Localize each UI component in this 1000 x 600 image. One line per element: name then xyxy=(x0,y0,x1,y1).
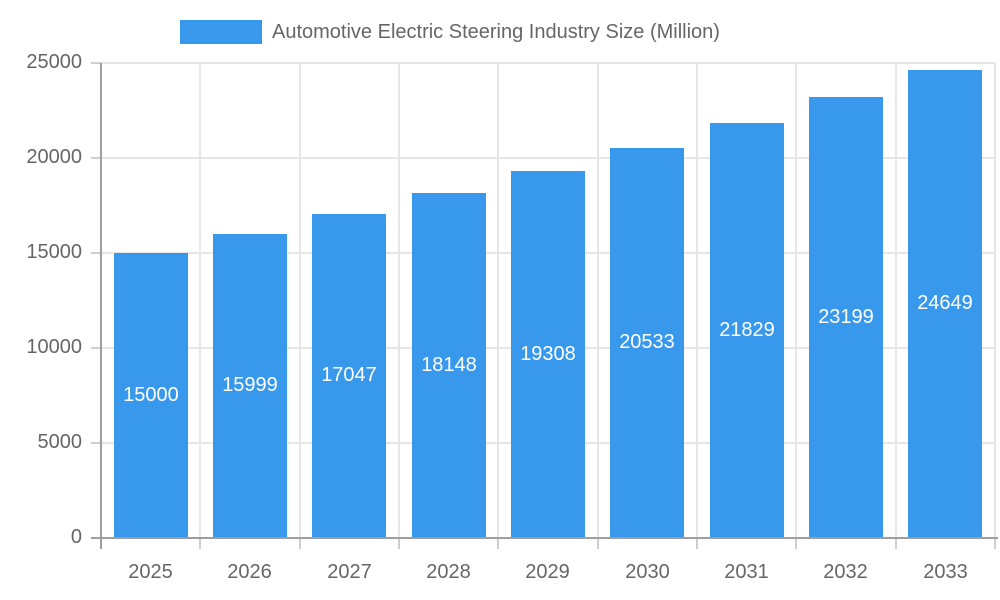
grid-line-vertical xyxy=(398,63,400,538)
y-axis-line xyxy=(100,63,102,540)
x-axis-tick xyxy=(895,539,897,549)
x-axis-tick xyxy=(497,539,499,549)
y-tick-label-25000: 25000 xyxy=(26,51,82,73)
bar-2031: 21829 xyxy=(710,123,784,537)
x-axis-tick xyxy=(696,539,698,549)
y-axis-tick xyxy=(91,442,101,444)
bar-2033: 24649 xyxy=(908,70,982,537)
x-tick-label-2031: 2031 xyxy=(724,561,769,583)
y-axis-tick xyxy=(91,62,101,64)
grid-line-vertical xyxy=(795,63,797,538)
y-tick-label-0: 0 xyxy=(70,526,82,548)
x-tick-label-2028: 2028 xyxy=(426,561,471,583)
y-axis-tick xyxy=(91,252,101,254)
x-tick-label-2025: 2025 xyxy=(128,561,173,583)
x-axis-tick xyxy=(398,539,400,549)
x-axis-tick xyxy=(100,539,102,549)
x-axis-tick xyxy=(597,539,599,549)
bar-2027: 17047 xyxy=(312,214,386,537)
bar-2028: 18148 xyxy=(412,193,486,537)
legend-item[interactable]: Automotive Electric Steering Industry Si… xyxy=(180,20,720,44)
x-tick-label-2030: 2030 xyxy=(625,561,670,583)
bar-value-label: 19308 xyxy=(520,342,576,365)
x-axis-tick xyxy=(994,539,996,549)
grid-line-vertical xyxy=(696,63,698,538)
bar-value-label: 20533 xyxy=(619,331,675,353)
grid-line-horizontal xyxy=(101,157,995,159)
x-tick-label-2027: 2027 xyxy=(327,561,372,583)
bar-value-label: 18148 xyxy=(421,353,477,376)
x-axis-line xyxy=(91,537,998,539)
grid-line-vertical xyxy=(994,63,996,538)
x-axis-tick xyxy=(795,539,797,549)
grid-line-vertical xyxy=(497,63,499,538)
y-tick-label-5000: 5000 xyxy=(37,431,83,453)
grid-line-horizontal xyxy=(101,62,995,64)
bar-2032: 23199 xyxy=(809,97,883,537)
bar-2030: 20533 xyxy=(610,148,684,537)
x-axis-tick xyxy=(299,539,301,549)
y-axis-tick xyxy=(91,157,101,159)
x-tick-label-2029: 2029 xyxy=(525,561,570,583)
x-tick-label-2032: 2032 xyxy=(823,561,868,583)
bar-value-label: 21829 xyxy=(719,318,775,341)
y-tick-label-20000: 20000 xyxy=(26,146,82,168)
x-tick-label-2033: 2033 xyxy=(923,561,968,583)
bar-value-label: 15000 xyxy=(123,383,179,406)
grid-line-vertical xyxy=(895,63,897,538)
grid-line-vertical xyxy=(199,63,201,538)
grid-line-vertical xyxy=(597,63,599,538)
bar-value-label: 15999 xyxy=(222,374,278,396)
y-tick-label-10000: 10000 xyxy=(26,336,82,358)
grid-line-vertical xyxy=(299,63,301,538)
legend-label: Automotive Electric Steering Industry Si… xyxy=(272,21,720,43)
bar-2029: 19308 xyxy=(511,171,585,537)
bar-2025: 15000 xyxy=(114,253,188,537)
bar-value-label: 24649 xyxy=(917,292,973,314)
bar-2026: 15999 xyxy=(213,234,287,537)
bar-value-label: 23199 xyxy=(818,305,874,328)
y-axis-tick xyxy=(91,347,101,349)
x-tick-label-2026: 2026 xyxy=(227,561,272,583)
y-tick-label-15000: 15000 xyxy=(26,241,82,263)
legend-swatch xyxy=(180,20,262,44)
x-axis-tick xyxy=(199,539,201,549)
bar-value-label: 17047 xyxy=(321,364,377,386)
